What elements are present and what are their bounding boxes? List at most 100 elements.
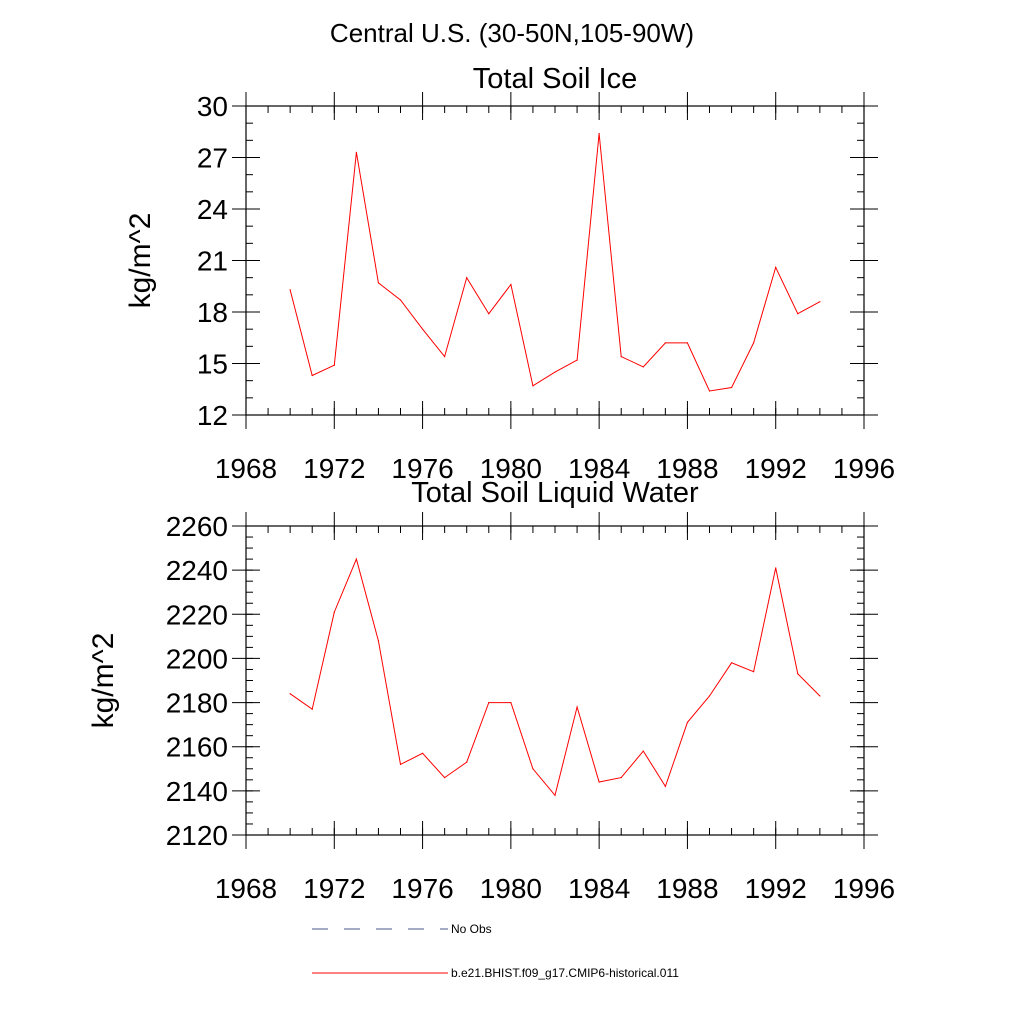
data-point [532,768,534,770]
data-point [510,283,512,286]
x-tick-label: 1968 [215,873,277,904]
x-tick-label: 1980 [480,873,542,904]
data-point [730,662,733,664]
data-point [466,277,468,279]
data-point [664,785,666,788]
data-point [554,794,556,796]
data-point [399,763,402,765]
data-point [488,701,490,704]
panel-title: Total Soil Ice [473,63,637,95]
series-line-1 [289,133,821,392]
plot-frame [245,105,865,416]
legend-label: b.e21.BHIST.f09_g17.CMIP6-historical.011 [451,966,679,980]
data-point [554,371,556,373]
legend-entry-2: b.e21.BHIST.f09_g17.CMIP6-historical.011 [312,966,679,980]
main-title: Central U.S. (30-50N,105-90W) [330,18,694,48]
x-tick-label: 1988 [656,873,718,904]
data-point [708,390,711,392]
y-tick-label: 2200 [166,643,228,674]
data-point [488,313,490,315]
data-point [399,299,402,301]
legend-entry-1: No Obs [312,922,492,936]
x-tick-label: 1996 [833,873,895,904]
data-point [576,706,578,708]
y-tick-label: 27 [197,143,228,174]
data-point [775,567,777,569]
data-point [377,640,380,642]
data-point [576,359,578,361]
y-tick-label: 12 [197,400,228,431]
y-tick-label: 2240 [166,555,228,586]
data-point [510,701,512,704]
y-tick-label: 2160 [166,732,228,763]
x-tick-label: 1976 [391,873,453,904]
x-tick-label: 1984 [568,453,630,484]
panel-title: Total Soil Liquid Water [411,477,699,509]
data-point [642,750,644,752]
y-axis-label: kg/m^2 [124,213,157,309]
y-tick-label: 24 [197,194,228,225]
x-tick-label: 1996 [833,453,895,484]
data-point [444,356,446,358]
y-tick-label: 21 [197,246,228,277]
data-point [289,693,291,695]
plot-frame [245,525,865,836]
data-point [797,673,799,675]
data-point [333,364,335,366]
data-point [421,328,424,330]
data-point [377,282,380,284]
data-point [444,777,446,779]
data-point [753,342,755,344]
legend: No Obs b.e21.BHIST.f09_g17.CMIP6-historic… [312,922,679,980]
data-point [686,721,689,724]
x-tick-label: 1988 [656,453,718,484]
y-tick-label: 2140 [166,776,228,807]
x-tick-label: 1972 [303,873,365,904]
chart-panels: Total Soil Ice 12 15 18 21 24 27 30 1968 1972 1976… [87,63,895,904]
x-tick-label: 1968 [215,453,277,484]
data-point [532,385,534,387]
chart-panel-2: Total Soil Liquid Water 2120 2140 2160 2180 2… [87,477,895,904]
chart-panel-1: Total Soil Ice 12 15 18 21 24 27 30 1968 1972 1976… [124,63,895,484]
legend-label: No Obs [451,922,492,936]
y-tick-label: 2120 [166,820,228,851]
x-tick-label: 1992 [745,873,807,904]
y-axis-label: kg/m^2 [87,633,120,729]
series-line-1 [289,557,821,797]
data-point [819,301,821,303]
data-point [620,777,622,779]
data-point [620,356,622,358]
x-tick-label: 1984 [568,873,630,904]
data-point [797,313,799,315]
data-point [708,695,711,697]
y-tick-label: 2260 [166,511,228,542]
y-tick-label: 18 [197,297,228,328]
data-point [819,695,821,697]
y-tick-label: 30 [197,91,228,122]
data-point [775,266,777,268]
data-point [289,289,291,291]
data-point [598,132,600,135]
data-point [753,671,755,673]
x-tick-label: 1980 [480,453,542,484]
data-point [421,752,424,754]
data-point [686,342,689,344]
data-point [311,374,313,377]
data-point [642,366,644,368]
x-tick-label: 1976 [391,453,453,484]
data-point [333,611,335,613]
y-tick-label: 2180 [166,688,228,719]
data-point [598,781,600,783]
data-point [355,558,357,560]
y-tick-label: 2220 [166,599,228,630]
data-point [664,342,666,344]
y-tick-label: 15 [197,349,228,380]
data-point [311,708,313,710]
x-tick-label: 1972 [303,453,365,484]
data-point [466,761,468,763]
data-point [730,386,733,389]
x-tick-label: 1992 [745,453,807,484]
data-point [355,151,357,153]
